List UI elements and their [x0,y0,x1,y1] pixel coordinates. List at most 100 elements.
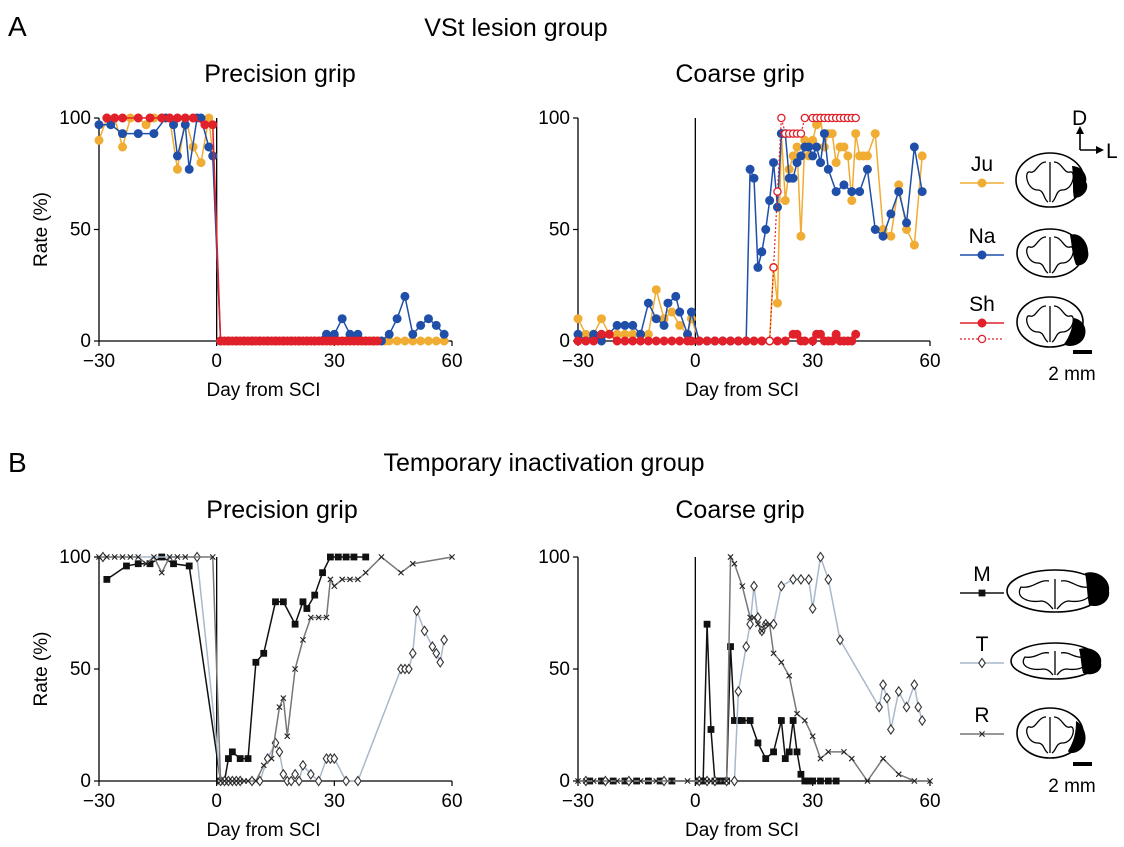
data-point-ju [886,231,896,241]
legend-item-na: Na [960,225,1004,260]
data-point-sh [702,336,712,346]
data-point-ju [831,158,841,168]
data-point-t [299,759,307,771]
data-point-sh [686,336,696,346]
data-point-r [119,554,126,560]
data-point-na [431,320,441,330]
x-tick-label: 30 [802,791,823,812]
data-point-r [575,778,581,784]
legend-label: Sh [969,293,995,316]
data-point-m [727,643,734,650]
x-tick-label: 0 [690,791,701,812]
x-tick-label: 0 [211,351,222,372]
data-point-r [927,778,933,784]
data-point-r [840,748,847,755]
data-point-sh [110,113,120,123]
data-point-sh [780,336,790,346]
spinal-cord-section-m [1006,569,1110,613]
y-tick-label: 0 [559,331,570,352]
legend-label: M [973,563,991,586]
data-point-t [291,768,300,780]
data-point-m [334,553,342,561]
data-point-na [819,129,829,139]
data-point-r [315,614,322,621]
data-point-r [378,554,385,560]
data-point-sh [180,113,190,123]
data-point-sh [749,336,759,346]
data-point-r [158,569,165,576]
data-point-sh [372,336,382,346]
data-point-r [150,554,157,560]
data-point-m [260,649,268,657]
legend-marker [979,731,985,737]
data-point-t [730,775,739,787]
series-line-na [99,116,445,342]
y-tick-label: 50 [549,659,570,680]
data-point-sh [765,336,774,346]
data-point-m [319,569,326,577]
data-point-t [412,605,421,617]
data-point-r [245,778,252,784]
data-point-r [331,583,338,590]
data-point-na [831,187,841,197]
data-point-sh [831,329,841,339]
series-t-open-diamond [581,551,927,787]
legend-item-r: R [960,704,1004,737]
data-point-na [847,187,857,197]
legend-b: M T R [960,563,1004,737]
data-point-m [805,777,813,785]
data-point-r [252,778,259,784]
data-point-t [436,656,445,668]
data-point-ju [416,336,426,346]
series-line-ju [98,117,445,342]
data-point-r [606,778,613,784]
data-point-sh [710,336,720,346]
data-point-ju [392,336,402,346]
data-point-m [228,748,236,756]
data-point-ju [917,151,927,161]
data-point-na [337,314,347,324]
data-point-na [686,307,696,317]
data-point-sh [620,336,630,346]
data-point-na [651,314,661,324]
data-point-sh [808,336,818,346]
data-point-na [118,129,128,139]
data-point-m [832,777,840,785]
data-point-r [723,778,730,784]
data-point-na [400,291,410,301]
data-point-sh [847,336,857,346]
data-point-na [663,298,673,308]
data-point-sh [675,336,685,346]
legend-marker-alt [977,334,987,344]
chart-title: Coarse grip [675,60,804,88]
data-point-m [762,755,770,762]
data-point-r [582,778,589,784]
data-point-r [127,554,134,560]
series-line-m [589,624,837,782]
data-point-r [143,560,150,567]
data-point-sh [157,113,167,123]
legend-label: Ju [971,153,993,176]
data-point-sh [718,336,728,346]
data-point-sh [796,129,806,138]
data-point-sh [667,336,677,346]
series-line-m [106,556,366,782]
spinal-cord-section-ju [1015,152,1088,208]
data-point-r [347,576,354,583]
lateral-arrow-head [1096,146,1104,154]
data-point-m [311,591,319,599]
orientation-indicator: D L [1072,107,1118,163]
data-point-ju [780,196,790,206]
group-title-b: Temporary inactivation group [384,449,705,477]
data-point-sh [145,113,155,123]
data-point-r [323,614,330,621]
data-point-m [146,560,154,568]
data-point-t [902,701,911,713]
data-point-sh [792,329,802,339]
data-point-r [209,554,216,560]
data-point-r [794,710,801,717]
data-point-na [745,164,755,174]
data-point-sh [589,336,599,346]
